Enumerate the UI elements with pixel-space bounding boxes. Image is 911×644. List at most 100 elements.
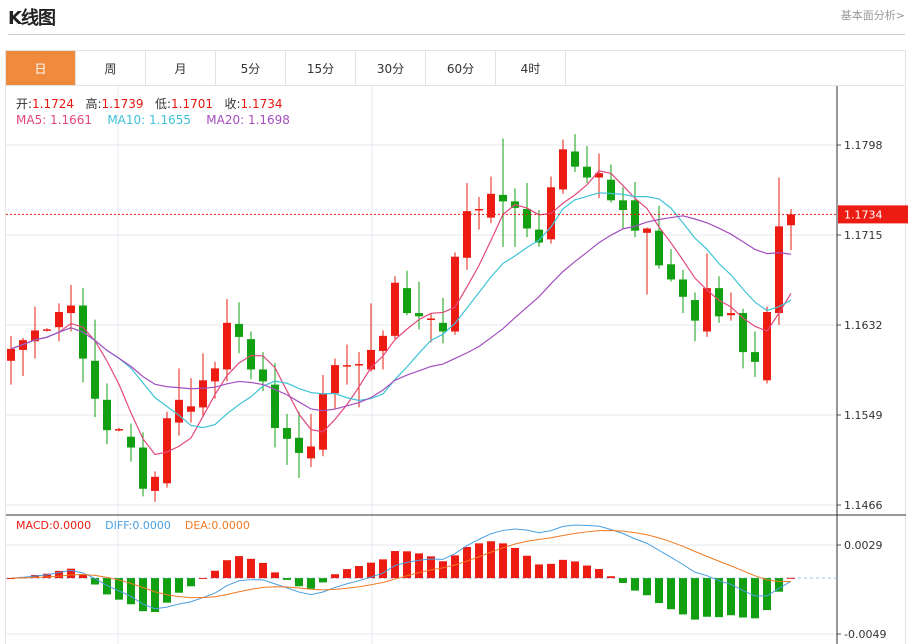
candle-up [199,380,207,408]
macd-bar [583,565,591,579]
y-tick-label: 1.1632 [844,319,883,332]
candle-up [31,330,39,342]
tab-5min[interactable]: 5分 [216,51,286,85]
macd-bar [499,543,507,579]
candle-up [187,406,195,412]
tab-day[interactable]: 日 [6,51,76,85]
open-value: 1.1724 [32,97,75,111]
candle-up [115,429,123,431]
macd-bar [139,578,147,612]
tab-4hour[interactable]: 4时 [496,51,566,85]
candle-down [751,352,759,362]
page-title: K线图 [8,8,56,29]
candle-down [103,399,111,431]
candle-up [703,288,711,332]
candle-up [727,313,735,316]
candle-up [355,364,363,366]
candle-down [247,339,255,370]
candle-up [787,214,795,226]
y-tick-label: 1.1715 [844,229,883,242]
candle-up [391,282,399,336]
low-label: 低: [155,97,172,111]
current-price-badge [838,205,908,224]
candle-up [7,348,15,361]
candle-up [487,193,495,218]
candle-up [475,208,483,211]
ma10-line [10,192,792,429]
macd-bar [439,561,447,579]
candle-up [595,173,603,178]
dea-line [10,529,792,599]
macd-bar [235,556,243,579]
candle-up [763,311,771,381]
tab-30min[interactable]: 30分 [356,51,426,85]
high-label: 高: [85,97,102,111]
candle-down [523,208,531,229]
macd-bar [751,578,759,619]
candle-up [331,365,339,394]
macd-bar [415,553,423,579]
macd-bar [31,574,39,579]
candle-down [631,200,639,231]
macd-bar [679,578,687,615]
macd-bar [571,561,579,579]
candle-down [415,313,423,317]
close-label: 收: [224,97,241,111]
macd-bar [427,556,435,579]
tab-week[interactable]: 周 [76,51,146,85]
dea-legend-value: DEA:0.0000 [184,519,250,532]
tab-month[interactable]: 月 [146,51,216,85]
candle-up [55,311,63,328]
macd-bar [511,547,519,579]
ma-legend: MA5: 1.1661 MA10: 1.1655 MA20: 1.1698 [16,113,290,127]
candle-down [235,323,243,337]
candle-up [211,368,219,382]
candle-up [379,335,387,352]
macd-bar [187,578,195,587]
candle-up [775,226,783,314]
macd-bar [103,578,111,595]
candle-up [643,228,651,233]
candle-up [367,349,375,370]
macd-bar [487,541,495,579]
macd-bar [127,578,135,605]
macd-bar [307,578,315,589]
macd-y-tick-label: 0.0029 [844,539,883,552]
tab-60min[interactable]: 60分 [426,51,496,85]
macd-y-tick-label: -0.0049 [844,628,886,641]
macd-bar [247,558,255,579]
candle-down [583,166,591,178]
candle-down [535,229,543,243]
macd-bar [691,578,699,620]
macd-bar [199,577,207,579]
candle-down [739,313,747,353]
candle-down [295,437,303,453]
macd-bar [43,573,51,579]
y-tick-label: 1.1466 [844,499,883,512]
macd-bar [163,578,171,603]
macd-bar [223,560,231,579]
high-value: 1.1739 [101,97,144,111]
macd-bar [703,578,711,617]
candle-up [451,256,459,332]
candle-down [127,436,135,448]
candle-down [91,360,99,399]
y-tick-label: 1.1549 [844,409,883,422]
macd-bar [595,569,603,579]
candle-up [343,365,351,367]
tab-15min[interactable]: 15分 [286,51,356,85]
candle-up [559,149,567,190]
y-tick-label: 1.1798 [844,139,883,152]
macd-bar [79,574,87,579]
current-price-label: 1.1734 [844,208,883,221]
candle-down [715,288,723,317]
fundamental-analysis-link[interactable]: 基本面分析> [840,9,905,22]
macd-bar [775,578,783,592]
macd-bar [115,578,123,600]
macd-bar [319,578,327,583]
candle-down [499,194,507,202]
macd-legend-value: MACD:0.0000 [16,519,92,532]
macd-bar [67,568,75,579]
ma5-legend: MA5: 1.1661 [16,113,93,127]
